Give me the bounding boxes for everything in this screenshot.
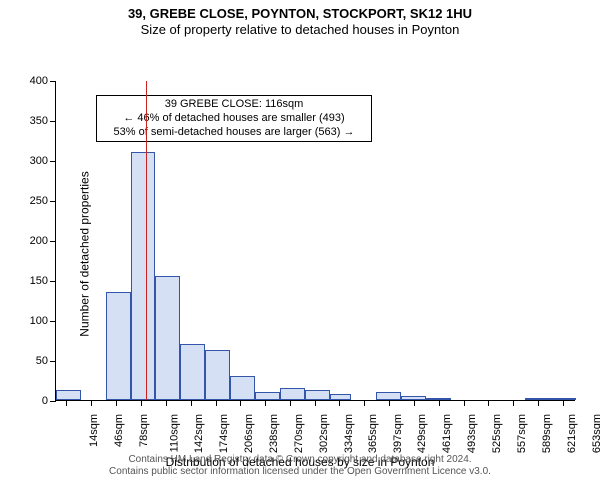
x-tick (216, 400, 217, 406)
x-tick (66, 400, 67, 406)
y-tick (50, 241, 56, 242)
x-tick (265, 400, 266, 406)
chart-title-sub: Size of property relative to detached ho… (0, 22, 600, 37)
y-tick (50, 81, 56, 82)
x-tick-label: 206sqm (243, 414, 255, 453)
y-tick-label: 200 (30, 235, 48, 247)
x-tick-label: 397sqm (392, 414, 404, 453)
x-tick-label: 270sqm (293, 414, 305, 453)
x-tick-label: 589sqm (541, 414, 553, 453)
x-tick (364, 400, 365, 406)
x-tick (290, 400, 291, 406)
y-tick (50, 361, 56, 362)
x-tick-label: 78sqm (138, 414, 150, 447)
x-tick-label: 110sqm (168, 414, 180, 452)
footer: Contains HM Land Registry data © Crown c… (0, 454, 600, 478)
y-tick (50, 201, 56, 202)
x-tick-label: 365sqm (367, 414, 379, 453)
y-tick (50, 281, 56, 282)
histogram-bar (106, 292, 131, 400)
y-tick (50, 401, 56, 402)
annotation-line3: 53% of semi-detached houses are larger (… (101, 126, 367, 140)
histogram-bar (230, 376, 255, 400)
annotation-line1: 39 GREBE CLOSE: 116sqm (101, 98, 367, 112)
footer-line1: Contains HM Land Registry data © Crown c… (0, 454, 600, 466)
x-tick-label: 653sqm (591, 414, 600, 453)
histogram-bar (131, 152, 156, 400)
x-tick (389, 400, 390, 406)
x-tick-label: 525sqm (491, 414, 503, 453)
annotation-line2: ← 46% of detached houses are smaller (49… (101, 112, 367, 126)
x-tick-label: 174sqm (218, 414, 230, 453)
x-tick (240, 400, 241, 406)
x-tick-label: 334sqm (343, 414, 355, 453)
y-tick-label: 350 (30, 115, 48, 127)
x-tick-label: 461sqm (441, 414, 453, 453)
x-tick-label: 621sqm (566, 414, 578, 453)
x-tick-label: 142sqm (194, 414, 206, 453)
x-tick-label: 429sqm (417, 414, 429, 453)
histogram-bar (330, 394, 352, 400)
y-tick-label: 250 (30, 195, 48, 207)
x-tick (116, 400, 117, 406)
x-tick (414, 400, 415, 406)
histogram-bar (280, 388, 305, 400)
y-tick-label: 300 (30, 155, 48, 167)
x-tick (191, 400, 192, 406)
y-tick-label: 400 (30, 75, 48, 87)
plot-area: 39 GREBE CLOSE: 116sqm ← 46% of detached… (55, 81, 575, 401)
x-tick-label: 302sqm (318, 414, 330, 453)
y-tick-label: 150 (30, 275, 48, 287)
x-tick (488, 400, 489, 406)
histogram-bar (376, 392, 401, 400)
x-tick (439, 400, 440, 406)
x-tick (538, 400, 539, 406)
x-tick (141, 400, 142, 406)
x-tick-label: 46sqm (113, 414, 125, 447)
y-tick (50, 321, 56, 322)
x-tick (315, 400, 316, 406)
x-tick (563, 400, 564, 406)
footer-line2: Contains public sector information licen… (0, 466, 600, 478)
x-tick (339, 400, 340, 406)
chart-area: Number of detached properties 39 GREBE C… (0, 37, 600, 471)
x-tick-label: 14sqm (88, 414, 100, 447)
y-tick-label: 100 (30, 315, 48, 327)
histogram-bar (305, 390, 330, 400)
y-tick-label: 50 (36, 355, 48, 367)
chart-title-main: 39, GREBE CLOSE, POYNTON, STOCKPORT, SK1… (0, 6, 600, 21)
x-tick (464, 400, 465, 406)
histogram-bar (155, 276, 180, 400)
annotation-box: 39 GREBE CLOSE: 116sqm ← 46% of detached… (96, 95, 372, 142)
marker-line (146, 81, 147, 400)
histogram-bar (205, 350, 230, 400)
histogram-bar (56, 390, 81, 400)
x-tick (91, 400, 92, 406)
chart-titles: 39, GREBE CLOSE, POYNTON, STOCKPORT, SK1… (0, 0, 600, 37)
y-tick (50, 161, 56, 162)
y-tick (50, 121, 56, 122)
histogram-bar (180, 344, 205, 400)
histogram-bar (255, 392, 280, 400)
x-tick-label: 493sqm (466, 414, 478, 453)
x-tick-label: 238sqm (268, 414, 280, 453)
x-tick (166, 400, 167, 406)
x-tick-label: 557sqm (516, 414, 528, 453)
x-tick (513, 400, 514, 406)
y-tick-label: 0 (42, 395, 48, 407)
